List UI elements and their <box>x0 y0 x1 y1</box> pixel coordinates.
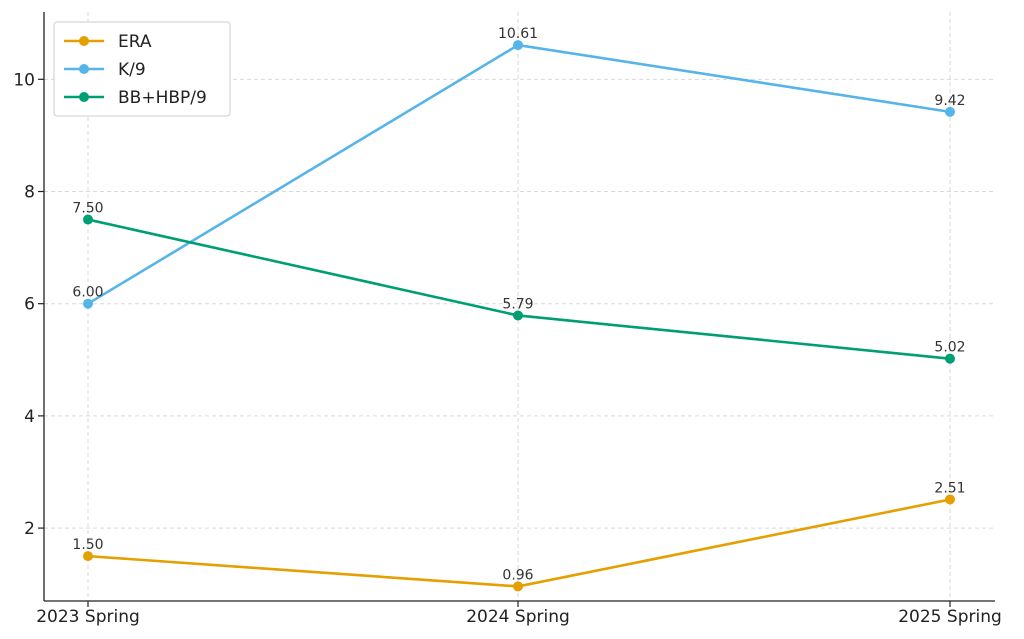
data-label: 0.96 <box>502 567 533 583</box>
legend-label: BB+HBP/9 <box>118 88 207 108</box>
x-ticks: 2023 Spring 2024 Spring 2025 Spring <box>36 601 1002 627</box>
data-label: 5.79 <box>502 296 533 312</box>
data-label: 6.00 <box>72 285 103 301</box>
data-label: 9.42 <box>934 93 965 109</box>
legend-marker <box>79 36 89 46</box>
data-label: 5.02 <box>934 340 965 356</box>
data-point <box>83 298 93 309</box>
axes <box>43 12 995 602</box>
y-tick-label: 4 <box>24 407 35 427</box>
data-label: 7.50 <box>72 201 103 217</box>
data-point <box>945 353 955 364</box>
legend: ERA K/9 BB+HBP/9 <box>53 21 231 117</box>
series-k-9: 6.00 10.61 9.42 <box>72 26 966 309</box>
y-tick-label: 2 <box>24 519 35 539</box>
legend-entry: K/9 <box>64 60 146 80</box>
x-tick-label: 2025 Spring <box>898 607 1002 627</box>
legend-box <box>53 21 231 117</box>
legend-label: ERA <box>118 32 152 52</box>
data-point <box>83 214 93 225</box>
series-line <box>87 218 951 360</box>
legend-label: K/9 <box>118 60 146 80</box>
data-label: 2.51 <box>934 480 965 496</box>
x-tick-label: 2023 Spring <box>36 607 140 627</box>
y-tick-label: 8 <box>24 183 35 203</box>
data-point <box>83 551 93 562</box>
data-point <box>945 106 955 117</box>
data-point <box>513 40 523 51</box>
data-point <box>945 494 955 505</box>
x-tick-label: 2024 Spring <box>466 607 570 627</box>
y-tick-label: 10 <box>13 70 35 90</box>
data-label: 1.50 <box>72 537 103 553</box>
legend-marker <box>79 64 89 74</box>
legend-entry: ERA <box>64 32 152 52</box>
series-bb-hbp-9: 7.50 5.79 5.02 <box>72 201 966 364</box>
data-point <box>513 581 523 592</box>
series-era: 1.50 0.96 2.51 <box>72 480 966 592</box>
series-group: 1.50 0.96 2.51 6.00 10.61 9.42 7.50 5.79 5.02 <box>72 26 966 592</box>
y-tick-label: 6 <box>24 295 35 315</box>
legend-entry: BB+HBP/9 <box>64 88 207 108</box>
data-point <box>513 310 523 321</box>
legend-marker <box>79 92 89 102</box>
y-ticks: 2 4 6 8 10 <box>13 70 44 539</box>
data-label: 10.61 <box>498 26 538 42</box>
